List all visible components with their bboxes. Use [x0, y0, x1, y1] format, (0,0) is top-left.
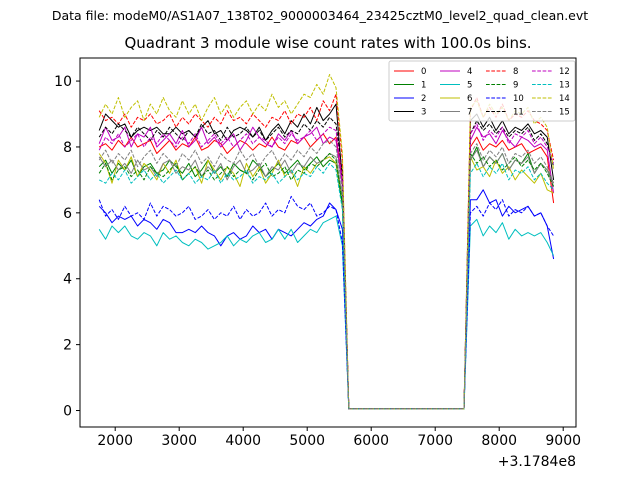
- y-tick-label: 2: [63, 338, 72, 354]
- y-tick-label: 6: [63, 206, 72, 222]
- series-line-8: [98, 93, 555, 410]
- x-tick-label: 4000: [225, 433, 261, 449]
- legend-label-11: 11: [513, 108, 524, 118]
- series-line-2: [98, 189, 555, 410]
- x-tick-label: 9000: [545, 433, 581, 449]
- series-line-14: [98, 74, 555, 410]
- legend-label-7: 7: [467, 108, 472, 118]
- series-line-15: [98, 139, 555, 410]
- legend-label-0: 0: [421, 67, 426, 77]
- legend-label-9: 9: [513, 81, 518, 91]
- x-tick-label: 2000: [97, 433, 133, 449]
- series-layer: [98, 74, 555, 410]
- x-tick-label: 6000: [353, 433, 389, 449]
- legend-label-2: 2: [421, 94, 426, 104]
- legend-label-1: 1: [421, 81, 426, 91]
- series-line-9: [98, 153, 555, 410]
- legend-label-8: 8: [513, 67, 518, 77]
- legend-label-4: 4: [467, 67, 472, 77]
- x-tick-label: 7000: [417, 433, 453, 449]
- legend-label-5: 5: [467, 81, 472, 91]
- x-tick-label: 5000: [289, 433, 325, 449]
- x-offset-label: +3.1784e8: [498, 454, 576, 470]
- chart-title: Quadrant 3 module wise count rates with …: [124, 34, 532, 52]
- plot-frame: [79, 57, 577, 428]
- legend-label-6: 6: [467, 94, 472, 104]
- series-line-3: [98, 103, 555, 410]
- series-line-6: [98, 153, 554, 410]
- series-line-13: [98, 162, 554, 410]
- legend-label-10: 10: [513, 94, 524, 104]
- x-tick-label: 8000: [481, 433, 517, 449]
- legend-label-15: 15: [559, 108, 570, 118]
- series-line-7: [98, 149, 555, 410]
- series-line-10: [98, 195, 555, 410]
- y-tick-label: 10: [54, 74, 72, 90]
- series-line-0: [98, 133, 555, 410]
- series-line-1: [98, 146, 555, 410]
- y-tick-label: 8: [63, 140, 72, 156]
- legend-label-3: 3: [421, 108, 426, 118]
- series-line-5: [98, 215, 555, 410]
- legend-box: [388, 60, 576, 122]
- series-line-12: [98, 123, 555, 410]
- legend-label-12: 12: [559, 67, 570, 77]
- legend-label-14: 14: [559, 94, 570, 104]
- y-tick-label: 0: [63, 404, 72, 420]
- figure-suptitle: Data file: modeM0/AS1A07_138T02_90000034…: [51, 8, 589, 23]
- series-line-4: [98, 126, 555, 410]
- y-tick-label: 4: [63, 272, 72, 288]
- series-line-11: [98, 116, 555, 410]
- legend-label-13: 13: [559, 81, 570, 91]
- x-tick-label: 3000: [161, 433, 197, 449]
- axes-layer: 2000 3000 4000 5000 6000 7000 8000 90000246810+…: [54, 57, 581, 470]
